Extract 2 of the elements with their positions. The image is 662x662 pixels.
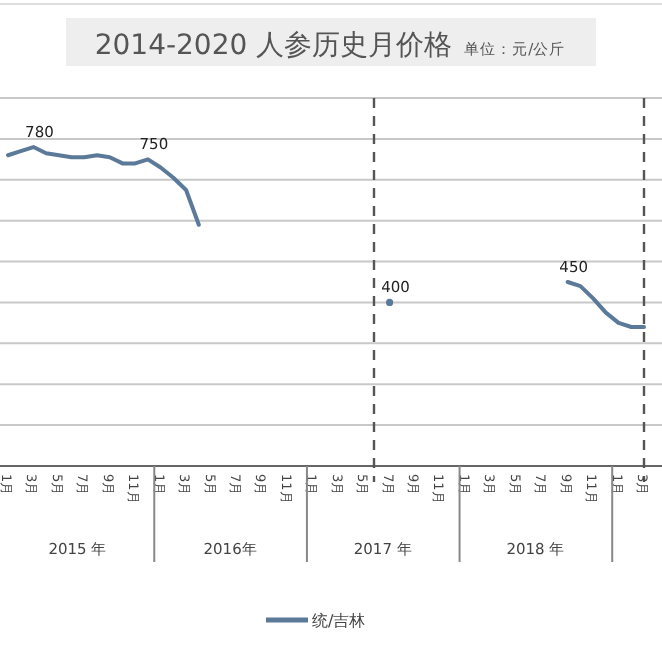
chart-title: 2014-2020 人参历史月价格 [94,30,453,62]
legend-label: 统/吉林 [312,612,366,630]
